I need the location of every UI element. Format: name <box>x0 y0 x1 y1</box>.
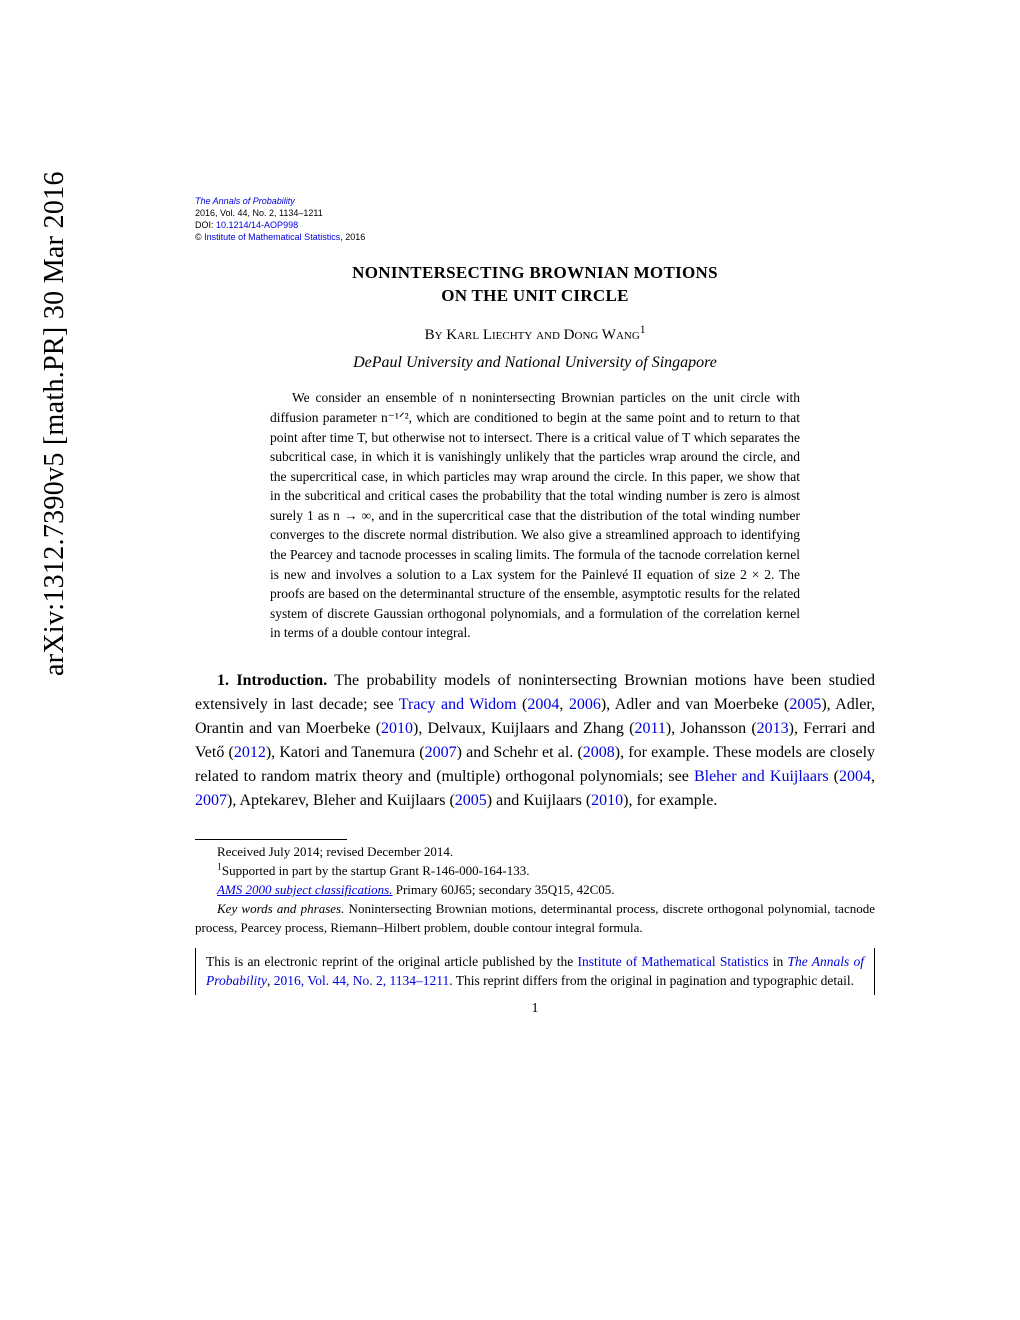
reprint-institute-link[interactable]: Institute of Mathematical Statistics <box>577 954 768 969</box>
citation-year[interactable]: 2007 <box>195 792 227 809</box>
footnotes: Received July 2014; revised December 201… <box>195 843 875 937</box>
citation-bleher-kuijlaars[interactable]: Bleher and Kuijlaars <box>694 768 829 785</box>
citation-year[interactable]: 2011 <box>634 720 665 737</box>
footnote-rule <box>195 839 347 840</box>
citation-year[interactable]: 2005 <box>455 792 487 809</box>
authors: By Karl Liechty and Dong Wang1 <box>195 327 875 344</box>
section-heading: 1. Introduction. <box>217 672 327 689</box>
citation-year[interactable]: 2006 <box>569 696 601 713</box>
footnote-ams: AMS 2000 subject classifications. Primar… <box>195 881 875 900</box>
citation-year[interactable]: 2010 <box>591 792 623 809</box>
arxiv-id: arXiv:1312.7390v5 [math.PR] 30 Mar 2016 <box>39 171 71 676</box>
reprint-issue-link[interactable]: 2016, Vol. 44, No. 2, 1134–1211 <box>274 973 450 988</box>
introduction-paragraph: 1. Introduction. The probability models … <box>195 669 875 813</box>
footnote-received: Received July 2014; revised December 201… <box>195 843 875 862</box>
journal-header: The Annals of Probability 2016, Vol. 44,… <box>195 195 875 244</box>
paper-title: NONINTERSECTING BROWNIAN MOTIONS ON THE … <box>195 262 875 308</box>
paper-content: The Annals of Probability 2016, Vol. 44,… <box>195 195 875 1017</box>
institute-link[interactable]: Institute of Mathematical Statistics <box>204 232 340 242</box>
copyright-symbol: © <box>195 232 204 242</box>
citation-year[interactable]: 2004 <box>527 696 559 713</box>
affiliation: DePaul University and National Universit… <box>195 354 875 372</box>
title-line-2: ON THE UNIT CIRCLE <box>441 286 629 305</box>
doi-link[interactable]: 10.1214/14-AOP998 <box>216 220 298 230</box>
author-footnote-ref: 1 <box>640 324 646 336</box>
footnote-support: 1Supported in part by the startup Grant … <box>195 862 875 881</box>
citation-year[interactable]: 2004 <box>839 768 871 785</box>
abstract: We consider an ensemble of n nonintersec… <box>270 388 800 642</box>
ams-link[interactable]: AMS 2000 subject classifications. <box>217 882 392 897</box>
citation-year[interactable]: 2007 <box>425 744 457 761</box>
doi-label: DOI: <box>195 220 216 230</box>
title-line-1: NONINTERSECTING BROWNIAN MOTIONS <box>352 263 718 282</box>
citation-year[interactable]: 2010 <box>381 720 413 737</box>
citation-tracy-widom[interactable]: Tracy and Widom <box>399 696 517 713</box>
journal-name-link[interactable]: The Annals of Probability <box>195 196 295 206</box>
citation-year[interactable]: 2008 <box>583 744 615 761</box>
authors-prefix: By <box>425 327 447 343</box>
copyright-year: , 2016 <box>340 232 365 242</box>
citation-year[interactable]: 2005 <box>789 696 821 713</box>
author-names: Karl Liechty and Dong Wang <box>446 327 640 343</box>
citation-year[interactable]: 2012 <box>234 744 266 761</box>
footnote-keywords: Key words and phrases. Nonintersecting B… <box>195 900 875 938</box>
issue-line: 2016, Vol. 44, No. 2, 1134–1211 <box>195 208 323 218</box>
citation-year[interactable]: 2013 <box>757 720 789 737</box>
page-number: 1 <box>195 1001 875 1017</box>
reprint-notice: This is an electronic reprint of the ori… <box>195 948 875 995</box>
